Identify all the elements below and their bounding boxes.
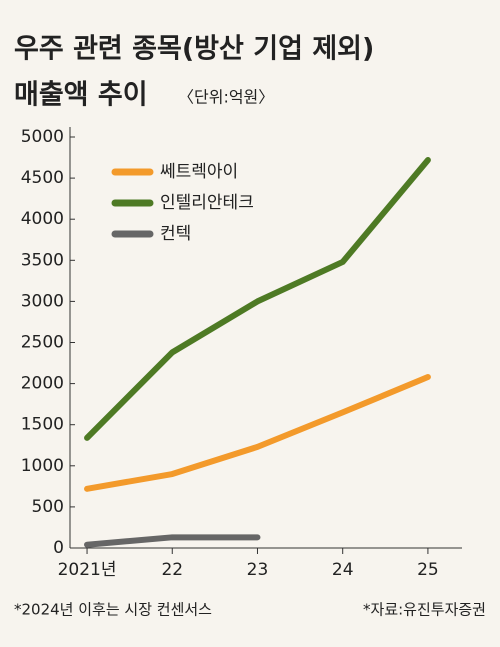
y-tick-label: 3500: [21, 250, 64, 270]
y-tick-label: 1500: [21, 415, 64, 435]
chart-title: 우주 관련 종목(방산 기업 제외): [14, 34, 374, 65]
series-line: [84, 534, 261, 548]
chart-title: 매출액 추이: [14, 80, 148, 111]
x-tick-label: 23: [247, 560, 269, 580]
x-tick-label: 24: [332, 560, 354, 580]
x-tick-label: 22: [161, 560, 183, 580]
note: *2024년 이후는 시장 컨센서스: [14, 601, 212, 619]
y-tick-label: 2000: [21, 374, 64, 394]
legend-label: 쎄트렉아이: [160, 162, 238, 182]
y-tick-label: 4000: [21, 209, 64, 229]
y-tick-label: 3000: [21, 291, 64, 311]
note: *자료:유진투자증권: [363, 601, 486, 619]
y-tick-label: 2500: [21, 333, 64, 353]
x-tick-label: 25: [417, 560, 439, 580]
y-tick-label: 500: [32, 497, 64, 517]
unit: 〈단위:억원〉: [178, 88, 274, 107]
x-tick-label: 2021년: [58, 560, 117, 580]
y-tick-label: 1000: [21, 456, 64, 476]
y-tick-label: 4500: [21, 168, 64, 188]
legend-label: 인텔리안테크: [160, 193, 254, 213]
series-line: [84, 374, 431, 492]
series-line: [84, 157, 431, 441]
legend-label: 컨텍: [160, 224, 191, 244]
y-tick-label: 0: [53, 538, 64, 558]
y-tick-label: 5000: [21, 127, 64, 147]
